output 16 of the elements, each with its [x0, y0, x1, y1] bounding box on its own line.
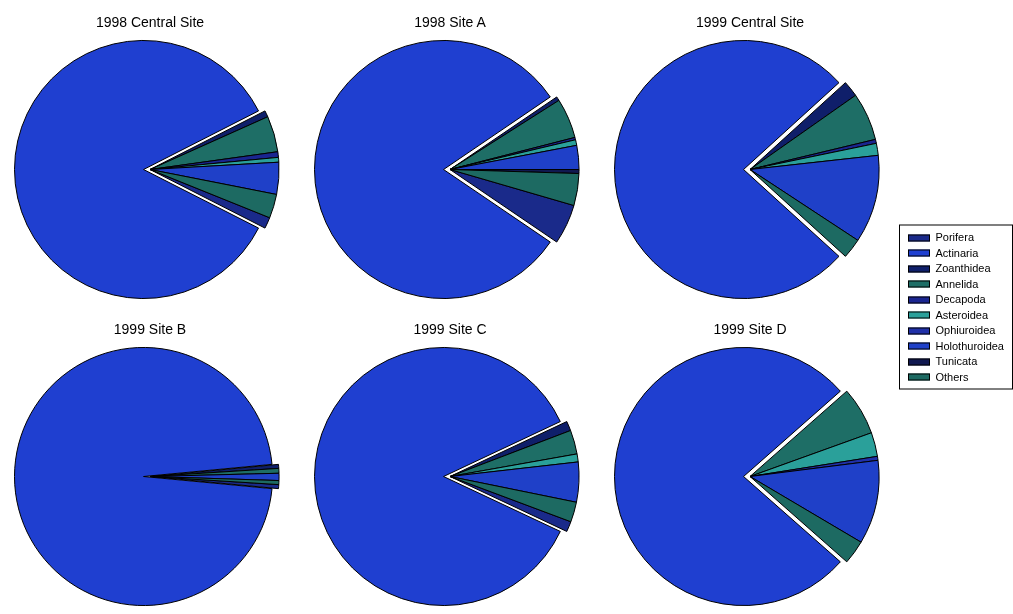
- legend-label: Holothuroidea: [935, 339, 1004, 351]
- chart-title: 1999 Site B: [113, 320, 187, 337]
- legend-label: Tunicata: [935, 354, 978, 367]
- chart-title: 1998 Central Site: [95, 13, 205, 30]
- chart-title: 1998 Site A: [414, 13, 487, 30]
- chart-title: 1999 Site D: [713, 320, 787, 337]
- legend-label: Asteroidea: [935, 308, 989, 320]
- chart-title: 1999 Central Site: [695, 13, 805, 30]
- legend-label: Annelida: [935, 277, 979, 289]
- legend-label: Others: [935, 370, 969, 382]
- legend-label: Actinaria: [935, 246, 979, 258]
- chart-title: 1999 Site C: [413, 320, 487, 337]
- legend-label: Decapoda: [935, 292, 986, 305]
- legend-label: Porifera: [935, 230, 975, 243]
- legend-label: Zoanthidea: [935, 261, 991, 274]
- legend-label: Ophiuroidea: [935, 323, 996, 336]
